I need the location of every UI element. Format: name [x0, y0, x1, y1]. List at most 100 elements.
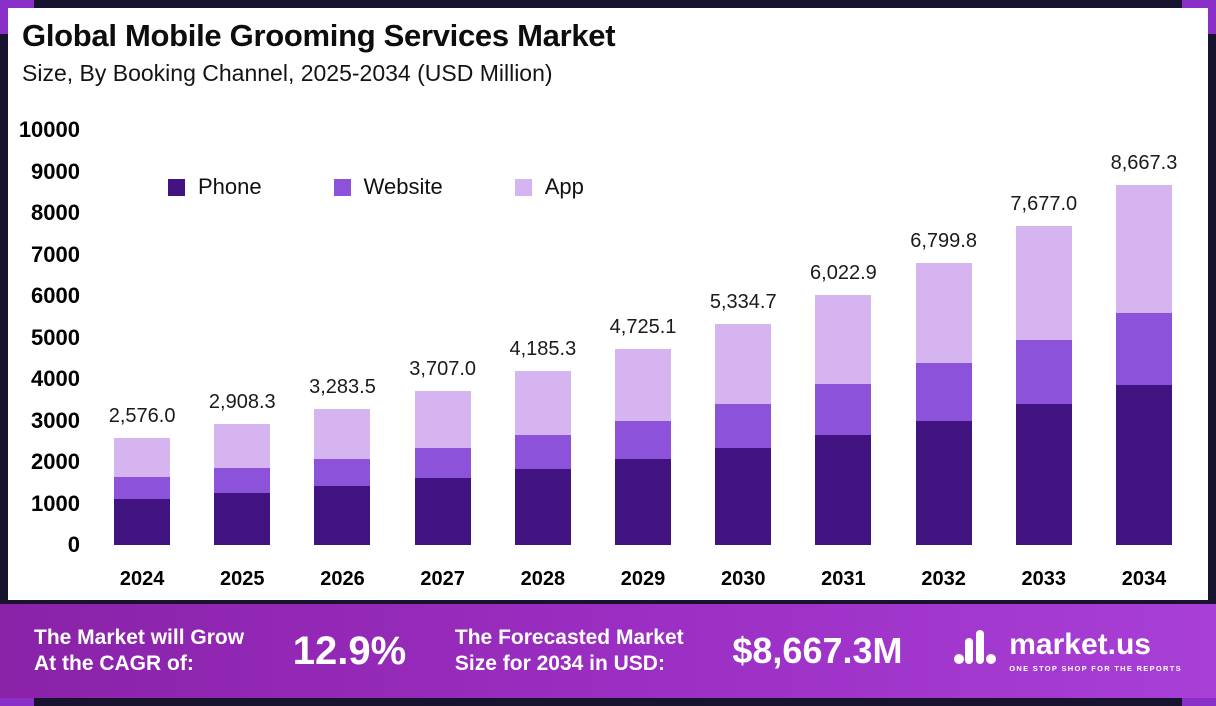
bar-total-label: 2,908.3 [208, 391, 276, 414]
bar-group-2032: 6,799.8 2032 [894, 130, 994, 590]
bar-segment-phone [314, 486, 371, 545]
y-tick-label: 9000 [31, 158, 80, 184]
x-tick-label: 2024 [119, 568, 165, 590]
bar-segment-app [414, 391, 471, 448]
bar-segment-phone [915, 421, 972, 545]
x-tick-label: 2031 [821, 568, 866, 590]
stacked-bar [514, 371, 571, 545]
legend-swatch [333, 178, 351, 196]
bar-segment-website [514, 435, 571, 470]
legend-item-phone: Phone [168, 174, 262, 200]
bar-segment-phone [615, 459, 672, 545]
bar-segment-phone [114, 499, 171, 545]
bar-group-2025: 2,908.3 2025 [192, 130, 292, 590]
bar-segment-website [715, 403, 772, 449]
cagr-value: 12.9% [292, 628, 407, 673]
legend-swatch [514, 178, 532, 196]
bar-segment-app [1015, 226, 1072, 340]
bar-group-2031: 6,022.9 2031 [793, 130, 893, 590]
cagr-label: The Market will Grow At the CAGR of: [34, 625, 245, 675]
bar-segment-website [114, 476, 171, 500]
bar-segment-app [314, 408, 371, 459]
bar-segment-website [414, 447, 471, 478]
stacked-bar [815, 295, 872, 545]
y-tick-label: 4000 [31, 366, 80, 391]
legend-item-app: App [514, 174, 584, 200]
bar-segment-website [1015, 339, 1072, 404]
y-tick-label: 6000 [31, 283, 80, 308]
bar-group-2034: 8,667.3 2034 [1094, 130, 1194, 590]
x-tick-label: 2025 [220, 568, 265, 590]
y-tick-label: 0 [67, 532, 80, 557]
legend-label: App [544, 174, 584, 199]
bar-segment-phone [1115, 385, 1172, 545]
stacked-bar [615, 348, 672, 545]
x-tick-label: 2034 [1121, 568, 1167, 590]
bar-segment-phone [214, 493, 271, 545]
stacked-bar [314, 408, 371, 545]
chart-subtitle: Size, By Booking Channel, 2025-2034 (USD… [22, 60, 553, 86]
bar-group-2030: 5,334.7 2030 [693, 130, 793, 590]
bar-group-2029: 4,725.1 2029 [593, 130, 693, 590]
bar-total-label: 4,185.3 [509, 338, 577, 361]
bar-total-label: 2,576.0 [108, 405, 176, 428]
bar-segment-website [314, 458, 371, 487]
y-tick-label: 2000 [31, 449, 80, 474]
bar-segment-app [1115, 185, 1172, 313]
bar-segment-app [214, 424, 271, 469]
bar-segment-app [715, 323, 772, 404]
bar-total-label: 6,799.8 [910, 229, 977, 252]
bar-chart: 0 1000 2000 3000 4000 5000 6000 7000 8000 9000 100… [8, 8, 1208, 600]
stacked-bar [114, 438, 171, 545]
y-tick-label: 8000 [31, 200, 80, 225]
bar-segment-app [615, 348, 672, 421]
legend-label: Phone [198, 174, 262, 199]
forecast-value: $8,667.3M [732, 630, 903, 671]
bar-group-2033: 7,677.0 2033 [994, 130, 1094, 590]
bar-total-label: 6,022.9 [810, 262, 877, 285]
bar-total-label: 7,677.0 [1010, 193, 1078, 216]
stacked-bar [414, 391, 471, 545]
bar-segment-website [915, 363, 972, 422]
stacked-bar [1015, 226, 1072, 545]
bar-segment-app [915, 262, 972, 364]
bar-group-2028: 4,185.3 2028 [493, 130, 593, 590]
x-tick-label: 2030 [720, 568, 766, 590]
footer-banner: The Market will Grow At the CAGR of: 12.… [0, 604, 1216, 698]
chart-title: Global Mobile Grooming Services Market [22, 18, 616, 53]
legend-item-website: Website [333, 174, 443, 200]
legend-label: Website [363, 174, 443, 199]
bar-total-label: 3,707.0 [409, 358, 477, 381]
bar-segment-phone [514, 469, 571, 545]
bar-segment-phone [815, 435, 872, 545]
x-tick-label: 2028 [520, 568, 566, 590]
bar-segment-phone [1015, 403, 1072, 545]
bar-segment-website [214, 468, 271, 494]
brand-logo-icon [951, 626, 997, 677]
x-tick-label: 2026 [320, 568, 365, 590]
bar-segment-website [615, 420, 672, 460]
bar-group-2027: 3,707.0 2027 [393, 130, 493, 590]
bars-area: 2,576.0 2024 2,908.3 2025 3,283.5 2026 3,707.0… [92, 130, 1194, 590]
y-axis: 0 1000 2000 3000 4000 5000 6000 7000 8000 9000 100… [8, 117, 80, 557]
legend-swatch [168, 178, 185, 196]
brand-tagline: ONE STOP SHOP FOR THE REPORTS [1009, 663, 1182, 673]
y-tick-label: 3000 [31, 407, 80, 433]
x-tick-label: 2029 [620, 568, 666, 590]
y-tick-label: 10000 [18, 117, 80, 142]
stacked-bar [915, 262, 972, 545]
forecast-label: The Forecasted Market Size for 2034 in U… [454, 625, 684, 675]
bar-group-2024: 2,576.0 2024 [92, 130, 192, 590]
bar-segment-website [815, 384, 872, 436]
x-tick-label: 2032 [921, 568, 966, 590]
y-tick-label: 5000 [31, 324, 80, 350]
x-tick-label: 2027 [420, 568, 465, 590]
legend: Phone Website App [168, 174, 584, 200]
chart-panel: Global Mobile Grooming Services Market S… [8, 8, 1208, 600]
brand: market.us ONE STOP SHOP FOR THE REPORTS [951, 626, 1182, 677]
stacked-bar [1115, 185, 1172, 545]
bar-total-label: 3,283.5 [309, 375, 376, 398]
y-tick-label: 1000 [31, 490, 80, 516]
bar-segment-website [1115, 312, 1172, 386]
